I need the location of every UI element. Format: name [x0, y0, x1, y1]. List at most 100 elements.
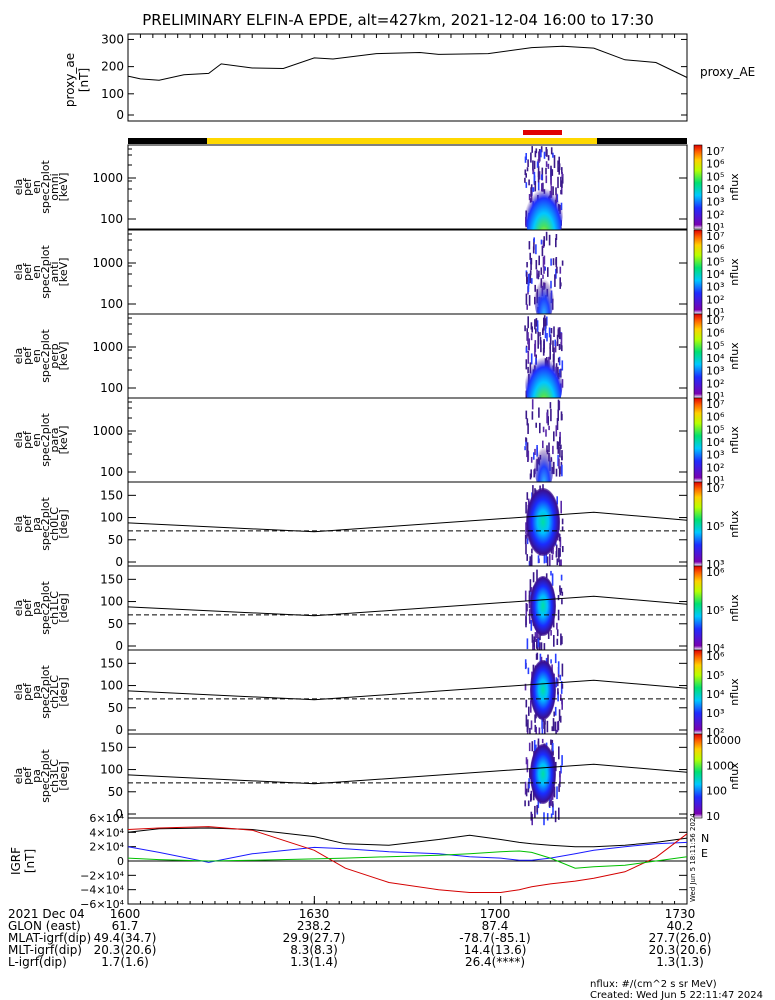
- spectrogram-pixel: [556, 622, 558, 630]
- panel-ytick-label: 0: [115, 723, 123, 737]
- spectrogram-pixel: [555, 425, 558, 437]
- colorbar-unit: nflux: [728, 678, 741, 706]
- panel-ylabel: [deg]: [57, 593, 70, 622]
- spectrogram-pixel: [542, 256, 545, 268]
- spectrogram-pixel: [534, 319, 536, 330]
- loss-cone-line: [127, 763, 688, 785]
- spectrogram-pixel: [557, 160, 559, 172]
- panel-ytick-label: 100: [100, 679, 123, 693]
- spectrogram-pixel: [556, 266, 558, 274]
- spectrogram-pixel: [526, 304, 528, 310]
- panel-ylabel: spec2plot: [39, 749, 52, 803]
- spectrogram-pixel: [527, 451, 530, 461]
- panel-ylabel: pef: [21, 430, 34, 449]
- spectrogram-pixel: [530, 261, 532, 270]
- spectrogram-pixel: [539, 653, 542, 662]
- spectrogram-pixel: [557, 609, 560, 621]
- spectrogram-pixel: [556, 786, 558, 800]
- spectrogram-pixel: [561, 173, 564, 184]
- spectrogram-pixel: [532, 664, 535, 674]
- spectrogram-flux-region: [534, 432, 554, 492]
- spectrogram-pixel: [557, 720, 560, 731]
- spectrogram-pixel: [525, 714, 528, 727]
- spectrogram-pixel: [526, 167, 529, 172]
- ae-ytick-label: 0: [116, 108, 124, 122]
- colorbar-label: 10²: [706, 461, 724, 474]
- spectrogram-pixel: [529, 270, 532, 276]
- spectrogram-pixel: [524, 683, 527, 691]
- spectrogram-pixel: [530, 587, 533, 593]
- colorbar-label: 10³: [706, 196, 724, 209]
- spectrogram-pixel: [532, 485, 534, 498]
- spectrogram-pixel: [560, 282, 562, 287]
- colorbar-label: 10⁶: [706, 411, 725, 424]
- footer-cell: 40.2: [667, 919, 694, 933]
- spectrogram-pixel: [538, 149, 541, 162]
- spectrogram-pixel: [557, 329, 560, 338]
- spectrogram-pixel: [555, 258, 557, 265]
- footer-cell: 1630: [299, 907, 330, 921]
- colorbar-scale: [693, 313, 703, 399]
- spectrogram-pixel: [560, 633, 562, 646]
- spectrogram-pixel: [527, 498, 530, 506]
- spectrogram-pixel: [527, 667, 530, 675]
- spectrogram-pixel: [555, 544, 558, 558]
- spectrogram-pixel: [555, 551, 558, 558]
- colorbar-label: 10⁷: [706, 145, 724, 158]
- panel-ytick-label: 150: [100, 656, 123, 670]
- spectrogram-pixel: [559, 585, 561, 592]
- panel-ytick-label: 100: [100, 212, 123, 226]
- spectrogram-pixel: [545, 161, 548, 167]
- igrf-series-line: [127, 826, 688, 893]
- footer-row-label: 2021 Dec 04: [8, 907, 85, 921]
- panel-ytick-label: 100: [100, 381, 123, 395]
- spectrogram-pixel: [528, 340, 530, 351]
- spectrogram-pixel: [533, 740, 536, 752]
- spectrogram-pixel: [547, 155, 550, 161]
- spectrogram-pixel: [528, 295, 531, 306]
- colorbar-label: 10²: [706, 726, 724, 739]
- spectrogram-pixel: [524, 534, 527, 545]
- spectrogram-pixel: [544, 723, 546, 736]
- spectrogram-pixel: [559, 436, 561, 447]
- colorbar-scale: [693, 144, 703, 230]
- spectrogram-pixel: [532, 246, 535, 254]
- panel-ytick-label: 100: [100, 595, 123, 609]
- spectrogram-pixel: [527, 719, 529, 730]
- panel-ylabel: [deg]: [57, 761, 70, 790]
- colorbar-label: 10⁶: [706, 158, 725, 171]
- spectrogram-pixel: [530, 554, 533, 566]
- spectrogram-pixel: [531, 813, 533, 826]
- panel-ylabel: pef: [21, 177, 34, 196]
- spectrogram-pixel: [560, 176, 562, 187]
- spectrogram-pixel: [526, 638, 529, 650]
- footer-cell: 1700: [480, 907, 511, 921]
- colorbar-label: 10⁶: [706, 243, 725, 256]
- spectrogram-pixel: [556, 418, 559, 430]
- panel-ylabel: pa: [30, 517, 43, 531]
- spectrogram-pixel: [561, 755, 563, 766]
- panel-ylabel: pa: [30, 601, 43, 615]
- panel-ylabel: pef: [21, 598, 34, 617]
- spectrogram-pixel: [558, 466, 561, 477]
- spectrogram-pixel: [552, 152, 554, 158]
- spectrogram-pixel: [526, 759, 529, 773]
- footer-row-label: MLAT-igrf(dip): [8, 931, 91, 945]
- panel-ylabel: ela: [12, 264, 25, 281]
- panel-frame: [127, 229, 688, 315]
- proxy-ae-line: [127, 45, 688, 81]
- spectrogram-pixel: [535, 244, 537, 255]
- panel-ytick-label: 150: [100, 488, 123, 502]
- spectrogram-pixel: [525, 293, 528, 305]
- spectrogram-pixel: [524, 659, 527, 670]
- spectrogram-pixel: [555, 468, 558, 477]
- panel-ylabel: ch0LC: [48, 507, 61, 541]
- panel-ylabel: ela: [12, 348, 25, 365]
- panel-ylabel: ch2LC: [48, 675, 61, 709]
- spectrogram-pixel: [556, 721, 559, 733]
- footer-cell: 1.3(1.3): [656, 955, 704, 969]
- spectrogram-pixel: [525, 437, 527, 442]
